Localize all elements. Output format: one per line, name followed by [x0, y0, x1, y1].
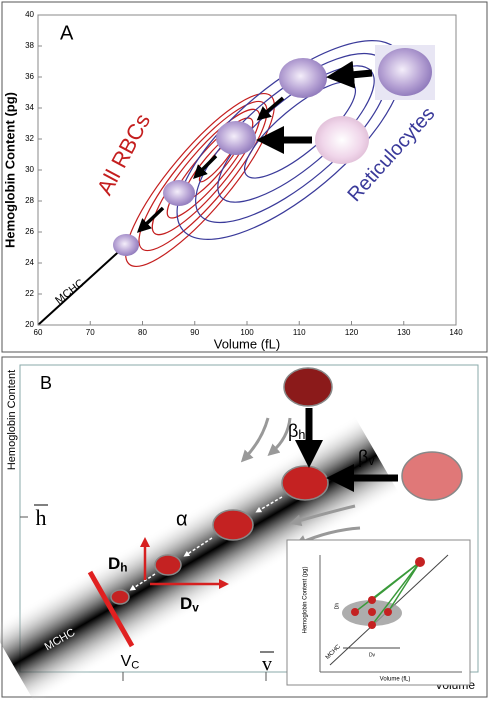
subscript: v — [368, 454, 375, 468]
symbol: V — [121, 653, 132, 670]
y-tick-label: 22 — [25, 289, 34, 298]
cell — [216, 121, 256, 155]
h-mean: h — [36, 505, 47, 530]
d-h: Dh — [108, 554, 128, 574]
x-tick-label: 70 — [86, 328, 95, 337]
x-tick-label: 120 — [345, 328, 359, 337]
panel-a: A Volume (fL) Hemoglobin Content (pg) Al… — [1, 1, 488, 353]
vc-line — [87, 570, 135, 648]
plot-area — [19, 364, 479, 673]
subscript: h — [298, 428, 305, 442]
x-axis-label: Volume (fL) — [214, 336, 280, 351]
x-tick-label: 90 — [190, 328, 199, 337]
symbol: β — [288, 421, 298, 441]
x-tick-label: 100 — [240, 328, 254, 337]
arrows — [136, 60, 373, 233]
x-tick-label: 110 — [293, 328, 306, 337]
symbol: D — [108, 554, 120, 573]
panel-label: A — [60, 22, 74, 44]
subscript: v — [192, 601, 199, 615]
y-tick-label: 36 — [25, 72, 34, 81]
cell — [163, 180, 195, 206]
y-axis-label: Hemoglobin Content — [6, 370, 18, 470]
inset-dv: Dv — [369, 652, 376, 658]
subscript: h — [120, 561, 127, 575]
inset-x-label: Volume (fL) — [380, 677, 411, 683]
x-tick-label: 60 — [34, 328, 43, 337]
y-tick-label: 24 — [25, 258, 34, 267]
cell — [279, 58, 327, 98]
panel-label: B — [40, 373, 52, 393]
v-c: VC — [121, 653, 140, 671]
subscript: C — [131, 659, 139, 671]
symbol: D — [180, 594, 192, 613]
y-tick-label: 20 — [25, 320, 34, 329]
panel-b: B Hemoglobin Content Volume h v VC βh βv… — [0, 356, 488, 704]
beta-h: βh — [288, 421, 305, 442]
symbol: β — [358, 447, 368, 467]
x-tick-label: 80 — [138, 328, 147, 337]
d-v: Dv — [180, 594, 199, 614]
inset-y-label: Hemoglobin Content (pg) — [303, 566, 309, 633]
y-tick-label: 38 — [25, 41, 34, 50]
y-tick-label: 26 — [25, 227, 34, 236]
x-tick-label: 140 — [449, 328, 463, 337]
y-tick-label: 40 — [25, 10, 34, 19]
white-arrows — [129, 496, 283, 591]
cell — [378, 48, 432, 96]
cell — [113, 234, 139, 256]
x-tick-label: 130 — [397, 328, 411, 337]
y-tick-label: 28 — [25, 196, 34, 205]
y-tick-label: 32 — [25, 134, 34, 143]
y-axis-label: Hemoglobin Content (pg) — [2, 92, 17, 248]
d-arrows — [140, 537, 229, 589]
v-mean: v — [262, 654, 272, 676]
mchc-line — [37, 244, 127, 326]
y-tick-label: 34 — [25, 103, 34, 112]
cells-b — [110, 367, 463, 605]
cell — [315, 116, 369, 164]
inset: Hemoglobin Content (pg) Volume (fL) MCHC… — [286, 539, 471, 686]
inset-dh: Dh — [334, 603, 340, 610]
alpha: α — [176, 508, 188, 530]
y-tick-label: 30 — [25, 165, 34, 174]
beta-v: βv — [358, 447, 375, 468]
